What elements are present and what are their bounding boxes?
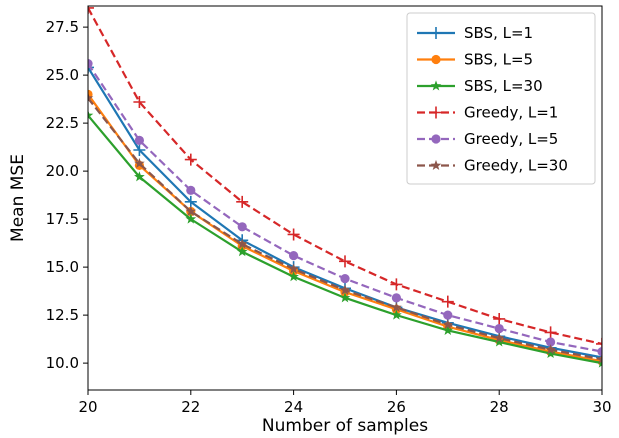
- data-point-greedy-l-30: [185, 205, 197, 216]
- series-greedy-l-1: [88, 6, 602, 350]
- data-point-greedy-l-5: [391, 293, 401, 303]
- data-point-sbs-l-1: [88, 61, 94, 74]
- legend-item-sbs-l-30: SBS, L=30: [417, 77, 543, 95]
- data-point-greedy-l-30: [288, 263, 299, 274]
- data-point-greedy-l-1: [493, 312, 506, 325]
- legend-marker: [430, 80, 442, 91]
- data-point-sbs-l-30: [493, 336, 505, 347]
- y-axis: 10.0 12.5 15.0 17.5 20.0 22.5 25.0 27.5: [46, 18, 88, 372]
- y-tick-label: 12.5: [46, 306, 79, 324]
- data-point-greedy-l-5: [597, 347, 602, 357]
- x-tick-label: 28: [490, 398, 509, 416]
- data-point-greedy-l-5: [88, 59, 93, 69]
- series-sbs-l-30: [88, 109, 602, 368]
- legend-item-greedy-l-5: Greedy, L=5: [417, 130, 558, 148]
- data-point-greedy-l-5: [134, 135, 144, 145]
- data-point-greedy-l-5: [546, 337, 556, 347]
- data-point-greedy-l-1: [184, 153, 197, 166]
- x-axis-label: Number of samples: [262, 416, 428, 436]
- y-tick-label: 22.5: [46, 114, 79, 132]
- y-tick-label: 10.0: [46, 354, 79, 372]
- data-point-greedy-l-5: [237, 222, 247, 232]
- series-greedy-l-30: [88, 92, 602, 364]
- data-point-greedy-l-30: [442, 319, 454, 330]
- data-point-sbs-l-30: [185, 213, 197, 224]
- legend-label: SBS, L=30: [464, 77, 543, 95]
- data-point-sbs-l-1: [133, 144, 146, 156]
- data-point-greedy-l-1: [88, 6, 94, 14]
- y-tick-label: 17.5: [46, 210, 79, 228]
- y-tick-label: 25.0: [46, 66, 79, 84]
- data-point-sbs-l-30: [88, 109, 94, 120]
- legend: SBS, L=1 SBS, L=5 SBS, L=30 Greedy, L=1 Gree…: [406, 12, 596, 185]
- data-point-sbs-l-30: [236, 246, 248, 257]
- data-point-sbs-l-30: [339, 292, 351, 303]
- legend-marker: [431, 54, 441, 65]
- data-point-greedy-l-30: [545, 344, 556, 355]
- data-point-greedy-l-5: [289, 251, 299, 261]
- data-point-greedy-l-30: [391, 301, 402, 312]
- data-point-greedy-l-30: [493, 332, 505, 343]
- plot-frame: [87, 5, 603, 391]
- data-point-greedy-l-1: [287, 228, 300, 241]
- legend-item-sbs-l-5: SBS, L=5: [417, 51, 533, 69]
- data-point-greedy-l-1: [596, 337, 602, 350]
- data-point-greedy-l-30: [134, 157, 145, 168]
- series-line-greedy-l-1: [88, 7, 602, 345]
- data-point-greedy-l-5: [494, 323, 504, 334]
- legend-label: Greedy, L=5: [464, 130, 558, 148]
- legend-marker: [430, 106, 442, 119]
- legend-marker: [430, 159, 442, 171]
- data-point-sbs-l-30: [442, 324, 454, 336]
- data-point-sbs-l-30: [545, 347, 556, 359]
- legend-marker: [431, 134, 441, 144]
- series-greedy-l-5: [88, 59, 602, 357]
- data-point-greedy-l-5: [443, 310, 453, 320]
- x-tick-label: 26: [387, 398, 406, 416]
- x-tick-label: 30: [592, 398, 611, 416]
- data-point-greedy-l-1: [133, 96, 146, 108]
- data-point-greedy-l-1: [441, 295, 454, 308]
- data-point-greedy-l-30: [236, 238, 248, 249]
- y-tick-label: 15.0: [46, 258, 79, 276]
- data-point-sbs-l-1: [596, 351, 602, 364]
- data-point-greedy-l-1: [390, 278, 403, 291]
- y-tick-label: 20.0: [46, 162, 79, 180]
- data-point-sbs-l-30: [134, 171, 145, 182]
- legend-box: [406, 12, 596, 185]
- plot-series: [88, 6, 602, 368]
- legend-label: Greedy, L=1: [464, 104, 558, 122]
- legend-label: SBS, L=5: [464, 51, 533, 69]
- x-tick-label: 22: [181, 398, 200, 416]
- data-point-greedy-l-1: [544, 326, 557, 339]
- legend-item-greedy-l-1: Greedy, L=1: [417, 104, 558, 122]
- data-point-greedy-l-30: [596, 353, 602, 364]
- x-axis: 20 22 24 26 28 30: [78, 390, 612, 416]
- data-point-greedy-l-1: [236, 195, 249, 208]
- x-tick-label: 20: [78, 398, 97, 416]
- data-point-greedy-l-5: [186, 185, 196, 195]
- data-point-greedy-l-5: [340, 274, 350, 284]
- data-point-greedy-l-30: [88, 92, 94, 103]
- x-tick-label: 24: [284, 398, 303, 416]
- data-point-greedy-l-1: [339, 255, 351, 268]
- data-point-sbs-l-30: [391, 309, 402, 320]
- legend-label: Greedy, L=30: [464, 157, 568, 175]
- legend-label: SBS, L=1: [464, 24, 533, 42]
- y-axis-label: Mean MSE: [8, 154, 28, 242]
- data-point-greedy-l-30: [339, 284, 351, 295]
- y-tick-label: 27.5: [46, 18, 79, 36]
- data-point-sbs-l-30: [288, 271, 299, 282]
- legend-item-greedy-l-30: Greedy, L=30: [417, 157, 568, 175]
- legend-item-sbs-l-1: SBS, L=1: [417, 24, 533, 42]
- legend-marker: [430, 27, 442, 39]
